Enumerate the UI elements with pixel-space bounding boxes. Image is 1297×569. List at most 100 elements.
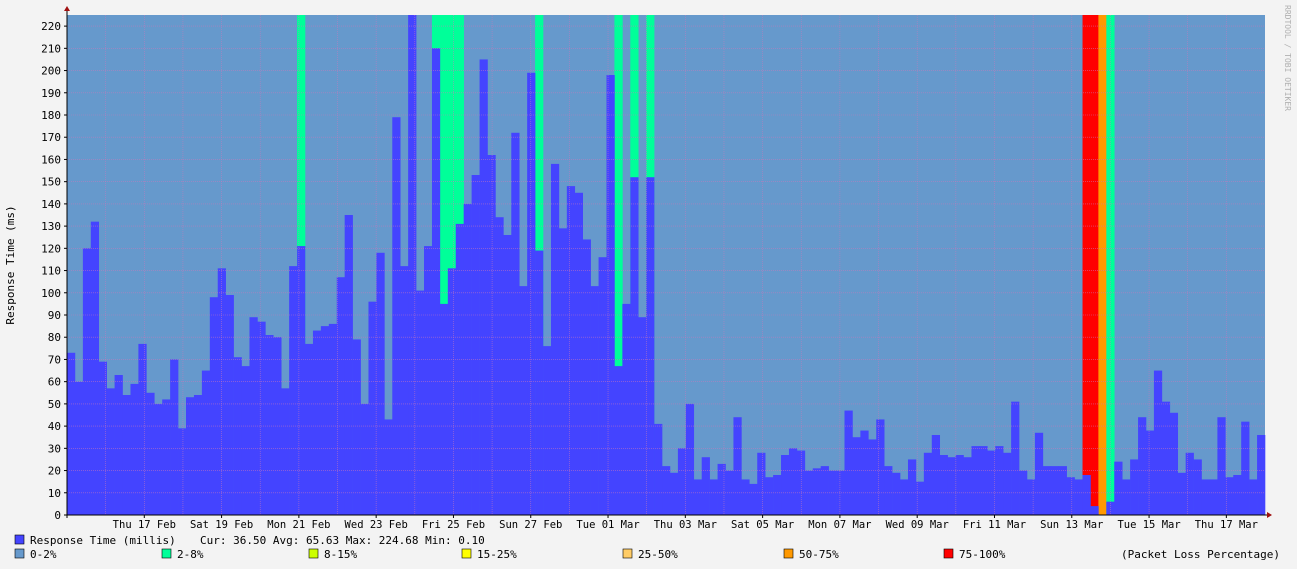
x-tick-label: Fri 11 Mar [963,519,1026,531]
legend-swatch-loss [943,548,954,559]
bar [638,317,647,515]
legend-stats: Cur: 36.50 Avg: 65.63 Max: 224.68 Min: 0… [200,534,485,547]
bar [511,132,520,515]
bar [1185,452,1194,515]
bar [884,466,893,515]
bar [662,466,671,515]
bar [1011,401,1020,515]
y-axis-label: Response Time (ms) [4,205,17,324]
bar [170,359,179,515]
bar [241,366,250,515]
bar [1082,475,1091,515]
bar [979,446,988,515]
bar [305,343,314,515]
x-tick-label: Tue 01 Mar [576,519,639,531]
bar [162,399,171,515]
y-tick-label: 70 [48,353,61,366]
bar [630,177,639,515]
x-tick-label: Wed 23 Feb [345,519,408,531]
y-tick-label: 150 [41,176,61,189]
x-tick-label: Mon 21 Feb [267,519,330,531]
bar [669,472,679,515]
bar [344,215,353,515]
bar [947,457,956,515]
bar [781,455,790,515]
bar [701,457,710,515]
bar [550,163,560,515]
loss-bar [439,15,449,515]
y-tick-label: 190 [41,87,61,100]
legend-swatch-loss [622,548,633,559]
bar [860,430,869,515]
bar [1201,479,1210,515]
y-tick-label: 160 [41,153,61,166]
bar [939,455,948,515]
bar [598,257,607,515]
bar [1217,417,1226,515]
legend-note: (Packet Loss Percentage) [1121,548,1280,561]
bar [1026,479,1036,515]
bar [828,470,837,515]
bar [844,410,853,515]
bar [424,246,433,516]
bar [360,403,369,515]
x-tick-label: Thu 17 Feb [113,519,176,531]
bar [1177,472,1186,515]
bar [1161,401,1171,515]
bar [1130,459,1139,515]
bar [352,339,361,515]
y-tick-label: 110 [41,265,61,278]
y-tick-label: 50 [48,398,61,411]
legend-label-loss: 25-50% [638,548,678,561]
bar [1122,479,1131,515]
bar [900,479,909,515]
bar [312,330,322,515]
bar [535,250,544,515]
bar [685,403,695,515]
bar [1090,506,1099,515]
y-tick-label: 100 [41,287,61,300]
y-tick-label: 180 [41,109,61,122]
bar [931,435,941,515]
legend-swatch-loss [14,548,25,559]
bar [987,450,996,515]
x-tick-label: Sat 05 Mar [731,519,794,531]
bar [146,392,155,515]
bar [566,186,576,516]
legend-label-loss: 75-100% [959,548,1006,561]
bar [178,428,187,515]
loss-bar [447,15,457,515]
bar [963,457,972,515]
bar [479,59,488,515]
bar [320,326,330,515]
legend-swatch-loss [161,548,172,559]
bar [193,395,203,515]
x-tick-label: Fri 25 Feb [422,519,485,531]
bar [519,286,528,515]
bar [503,235,512,515]
legend-swatch-response-time [14,534,25,545]
bar [392,117,401,515]
bar [368,301,377,515]
bar [447,268,457,515]
x-tick-label: Sun 27 Feb [499,519,562,531]
legend-label-response-time: Response Time (millis) [30,534,176,547]
bar [804,470,814,515]
bar [646,177,655,515]
bar [328,323,338,515]
bar [384,419,393,515]
bar [1114,461,1123,515]
bar [654,423,663,515]
y-tick-label: 90 [48,309,61,322]
legend-swatch-loss [461,548,472,559]
response-time-bars [67,15,1266,516]
bar [209,297,219,515]
bar [431,48,441,515]
loss-bar [614,15,623,515]
bar [757,452,766,515]
legend-label-loss: 50-75% [799,548,839,561]
bar [733,417,742,515]
bar [868,439,877,515]
bar [1209,479,1218,515]
